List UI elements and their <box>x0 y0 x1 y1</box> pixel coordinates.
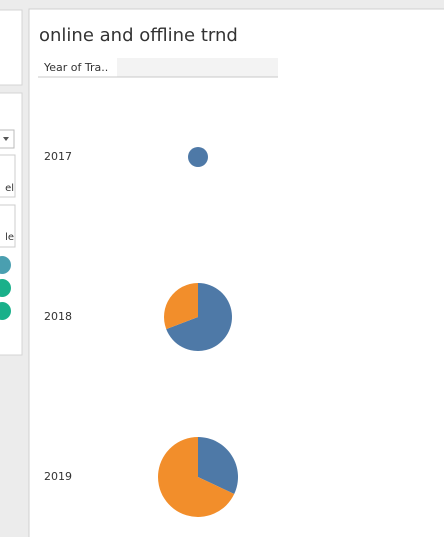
pie-slice <box>198 437 239 495</box>
legend-swatch <box>0 302 11 320</box>
legend-swatch <box>0 256 11 274</box>
dropdown-arrow <box>3 137 9 141</box>
chart-title: online and offline trnd <box>39 25 238 46</box>
row-label: 2017 <box>44 150 72 163</box>
pie-slice <box>158 437 235 517</box>
panel-box <box>0 9 23 86</box>
pie-slice <box>164 283 198 330</box>
legend-swatch <box>0 279 11 297</box>
pie-slice <box>188 147 208 167</box>
worksheet <box>28 8 444 537</box>
card-label: el <box>5 183 14 194</box>
card-label: le <box>5 232 14 243</box>
shelf-card[interactable] <box>0 204 16 248</box>
header-bar <box>117 58 278 77</box>
shelf-card[interactable] <box>0 154 16 198</box>
row-label: 2019 <box>44 470 72 483</box>
row-label: 2018 <box>44 310 72 323</box>
row-header: Year of Tra.. <box>43 61 108 74</box>
pie-slice <box>166 283 232 352</box>
